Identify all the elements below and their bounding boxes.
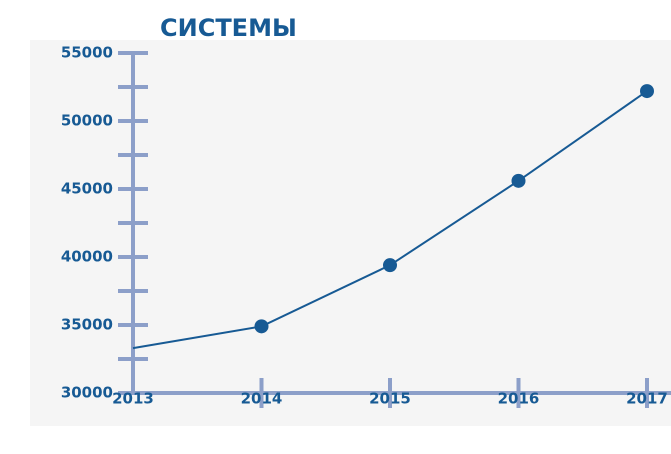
y-tick-label: 45000 — [61, 180, 113, 198]
y-tick-label: 50000 — [61, 112, 113, 130]
x-tick-label: 2017 — [626, 390, 668, 408]
chart-title: СИСТЕМЫ — [160, 14, 297, 42]
x-tick-label: 2013 — [112, 390, 154, 408]
y-tick-label: 30000 — [61, 384, 113, 402]
plot-background — [30, 40, 671, 426]
data-point — [640, 84, 654, 99]
y-tick-label: 55000 — [61, 44, 113, 62]
x-tick-label: 2015 — [369, 390, 411, 408]
data-point — [383, 258, 397, 273]
y-tick-label: 35000 — [61, 316, 113, 334]
x-tick-label: 2016 — [498, 390, 540, 408]
x-tick-label: 2014 — [241, 390, 283, 408]
y-tick-label: 40000 — [61, 248, 113, 266]
data-point — [511, 173, 526, 188]
data-point — [254, 319, 269, 334]
